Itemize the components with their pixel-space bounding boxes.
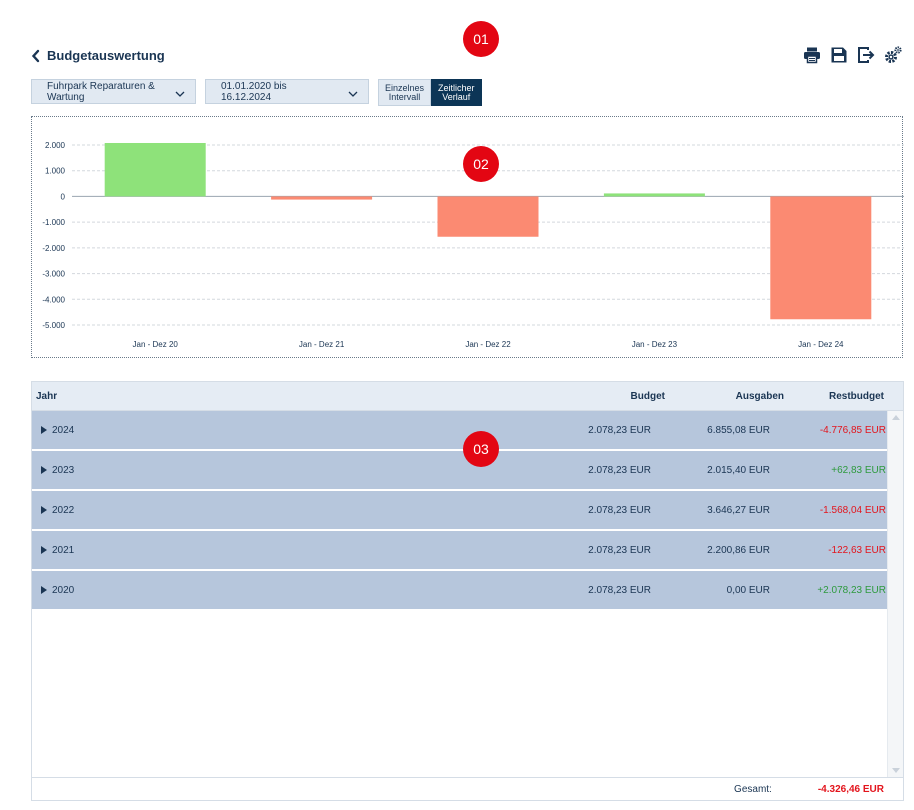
toggle-single-interval[interactable]: Einzelnes Intervall bbox=[378, 79, 432, 106]
row-year: 2023 bbox=[32, 465, 532, 476]
y-tick-label: 0 bbox=[61, 192, 66, 201]
page-title: Budgetauswertung bbox=[47, 48, 165, 63]
row-year-label: 2024 bbox=[52, 424, 75, 436]
x-tick-label: Jan - Dez 20 bbox=[133, 340, 179, 349]
total-label: Gesamt: bbox=[734, 783, 772, 795]
toggle-time-label-2: Verlauf bbox=[442, 91, 471, 102]
budget-table: Jahr Budget Ausgaben Restbudget 2024 2.07… bbox=[31, 381, 904, 801]
row-budget: 2.078,23 EUR bbox=[588, 544, 651, 556]
x-tick-label: Jan - Dez 24 bbox=[798, 340, 844, 349]
category-dropdown[interactable]: Fuhrpark Reparaturen & Wartung bbox=[31, 79, 196, 104]
print-icon[interactable] bbox=[803, 46, 821, 64]
annotation-marker-02: 02 bbox=[463, 146, 499, 182]
total-value: -4.326,46 EUR bbox=[817, 783, 884, 795]
row-budget: 2.078,23 EUR bbox=[588, 584, 651, 596]
row-spent: 0,00 EUR bbox=[726, 584, 770, 596]
save-icon[interactable] bbox=[830, 46, 848, 64]
view-toggle: Einzelnes Intervall Zeitlicher Verlauf bbox=[378, 79, 482, 106]
scroll-up-icon[interactable] bbox=[892, 415, 900, 420]
table-row[interactable]: 2022 2.078,23 EUR 3.646,27 EUR -1.568,04 EU… bbox=[32, 491, 889, 529]
table-row[interactable]: 2024 2.078,23 EUR 6.855,08 EUR -4.776,85 EU… bbox=[32, 411, 889, 449]
export-icon[interactable] bbox=[857, 46, 875, 64]
scroll-down-icon[interactable] bbox=[892, 768, 900, 773]
row-spent: 2.015,40 EUR bbox=[707, 464, 770, 476]
daterange-dropdown-value: 01.01.2020 bis 16.12.2024 bbox=[221, 80, 287, 103]
chevron-down-icon bbox=[175, 89, 185, 97]
toggle-time-label-1: Zeitlicher bbox=[438, 82, 475, 93]
x-tick-label: Jan - Dez 21 bbox=[299, 340, 345, 349]
toolbar bbox=[803, 46, 902, 64]
table-row[interactable]: 2020 2.078,23 EUR 0,00 EUR +2.078,23 EUR bbox=[32, 571, 889, 609]
scrollbar[interactable] bbox=[887, 411, 903, 777]
expand-triangle-icon[interactable] bbox=[41, 506, 47, 514]
table-footer: Gesamt: -4.326,46 EUR bbox=[32, 777, 903, 800]
row-year-label: 2022 bbox=[52, 504, 75, 516]
x-tick-label: Jan - Dez 23 bbox=[632, 340, 678, 349]
row-spent: 3.646,27 EUR bbox=[707, 504, 770, 516]
y-tick-label: -1.000 bbox=[42, 218, 65, 227]
bar-chart-svg: 2.000 1.000 0 -1.000 -2.000 -3.000 -4.000 -5.00… bbox=[42, 141, 904, 349]
row-year-label: 2020 bbox=[52, 584, 75, 596]
row-rest: -1.568,04 EUR bbox=[819, 504, 886, 516]
row-spent: 2.200,86 EUR bbox=[707, 544, 770, 556]
y-tick-label: -4.000 bbox=[42, 295, 65, 304]
table-row[interactable]: 2021 2.078,23 EUR 2.200,86 EUR -122,63 EUR bbox=[32, 531, 889, 569]
expand-triangle-icon[interactable] bbox=[41, 546, 47, 554]
annotation-marker-03: 03 bbox=[463, 431, 499, 467]
row-budget: 2.078,23 EUR bbox=[588, 464, 651, 476]
bar bbox=[104, 142, 206, 197]
y-tick-label: -2.000 bbox=[42, 244, 65, 253]
expand-triangle-icon[interactable] bbox=[41, 586, 47, 594]
bar bbox=[437, 196, 539, 237]
chevron-left-icon[interactable] bbox=[31, 49, 41, 63]
row-budget: 2.078,23 EUR bbox=[588, 424, 651, 436]
table-row[interactable]: 2023 2.078,23 EUR 2.015,40 EUR +62,83 EUR bbox=[32, 451, 889, 489]
toggle-single-label-1: Einzelnes bbox=[385, 82, 425, 93]
row-year: 2020 bbox=[32, 585, 532, 596]
toggle-single-label-2: Intervall bbox=[388, 91, 421, 102]
expand-triangle-icon[interactable] bbox=[41, 466, 47, 474]
row-year: 2021 bbox=[32, 545, 532, 556]
header-spent[interactable]: Ausgaben bbox=[735, 390, 784, 402]
table-body: 2024 2.078,23 EUR 6.855,08 EUR -4.776,85 EU… bbox=[32, 411, 889, 611]
row-rest: +62,83 EUR bbox=[831, 464, 886, 476]
row-spent: 6.855,08 EUR bbox=[707, 424, 770, 436]
row-year: 2022 bbox=[32, 505, 532, 516]
bar bbox=[271, 196, 373, 200]
header-rest[interactable]: Restbudget bbox=[829, 390, 884, 402]
annotation-marker-01: 01 bbox=[463, 21, 499, 57]
chevron-down-icon bbox=[348, 89, 358, 97]
row-rest: -4.776,85 EUR bbox=[819, 424, 886, 436]
bar bbox=[770, 196, 872, 320]
table-header: Jahr Budget Ausgaben Restbudget bbox=[32, 382, 903, 411]
y-tick-label: 2.000 bbox=[45, 141, 66, 150]
settings-icon[interactable] bbox=[884, 46, 902, 64]
page-header: Budgetauswertung bbox=[31, 48, 165, 63]
x-tick-label: Jan - Dez 22 bbox=[465, 340, 511, 349]
header-year[interactable]: Jahr bbox=[36, 390, 58, 402]
row-rest: +2.078,23 EUR bbox=[817, 584, 886, 596]
filter-bar: Fuhrpark Reparaturen & Wartung 01.01.202… bbox=[31, 79, 482, 106]
row-year: 2024 bbox=[32, 425, 532, 436]
y-tick-label: -3.000 bbox=[42, 270, 65, 279]
row-year-label: 2023 bbox=[52, 464, 75, 476]
category-dropdown-value: Fuhrpark Reparaturen & Wartung bbox=[47, 80, 155, 103]
daterange-dropdown[interactable]: 01.01.2020 bis 16.12.2024 bbox=[205, 79, 369, 104]
y-tick-label: -5.000 bbox=[42, 321, 65, 330]
toggle-time-course[interactable]: Zeitlicher Verlauf bbox=[431, 79, 482, 106]
expand-triangle-icon[interactable] bbox=[41, 426, 47, 434]
budget-chart: 2.000 1.000 0 -1.000 -2.000 -3.000 -4.000 -5.00… bbox=[31, 116, 904, 358]
row-budget: 2.078,23 EUR bbox=[588, 504, 651, 516]
row-rest: -122,63 EUR bbox=[828, 544, 886, 556]
y-tick-label: 1.000 bbox=[45, 167, 66, 176]
row-year-label: 2021 bbox=[52, 544, 75, 556]
bar bbox=[603, 193, 705, 197]
header-budget[interactable]: Budget bbox=[630, 390, 665, 402]
